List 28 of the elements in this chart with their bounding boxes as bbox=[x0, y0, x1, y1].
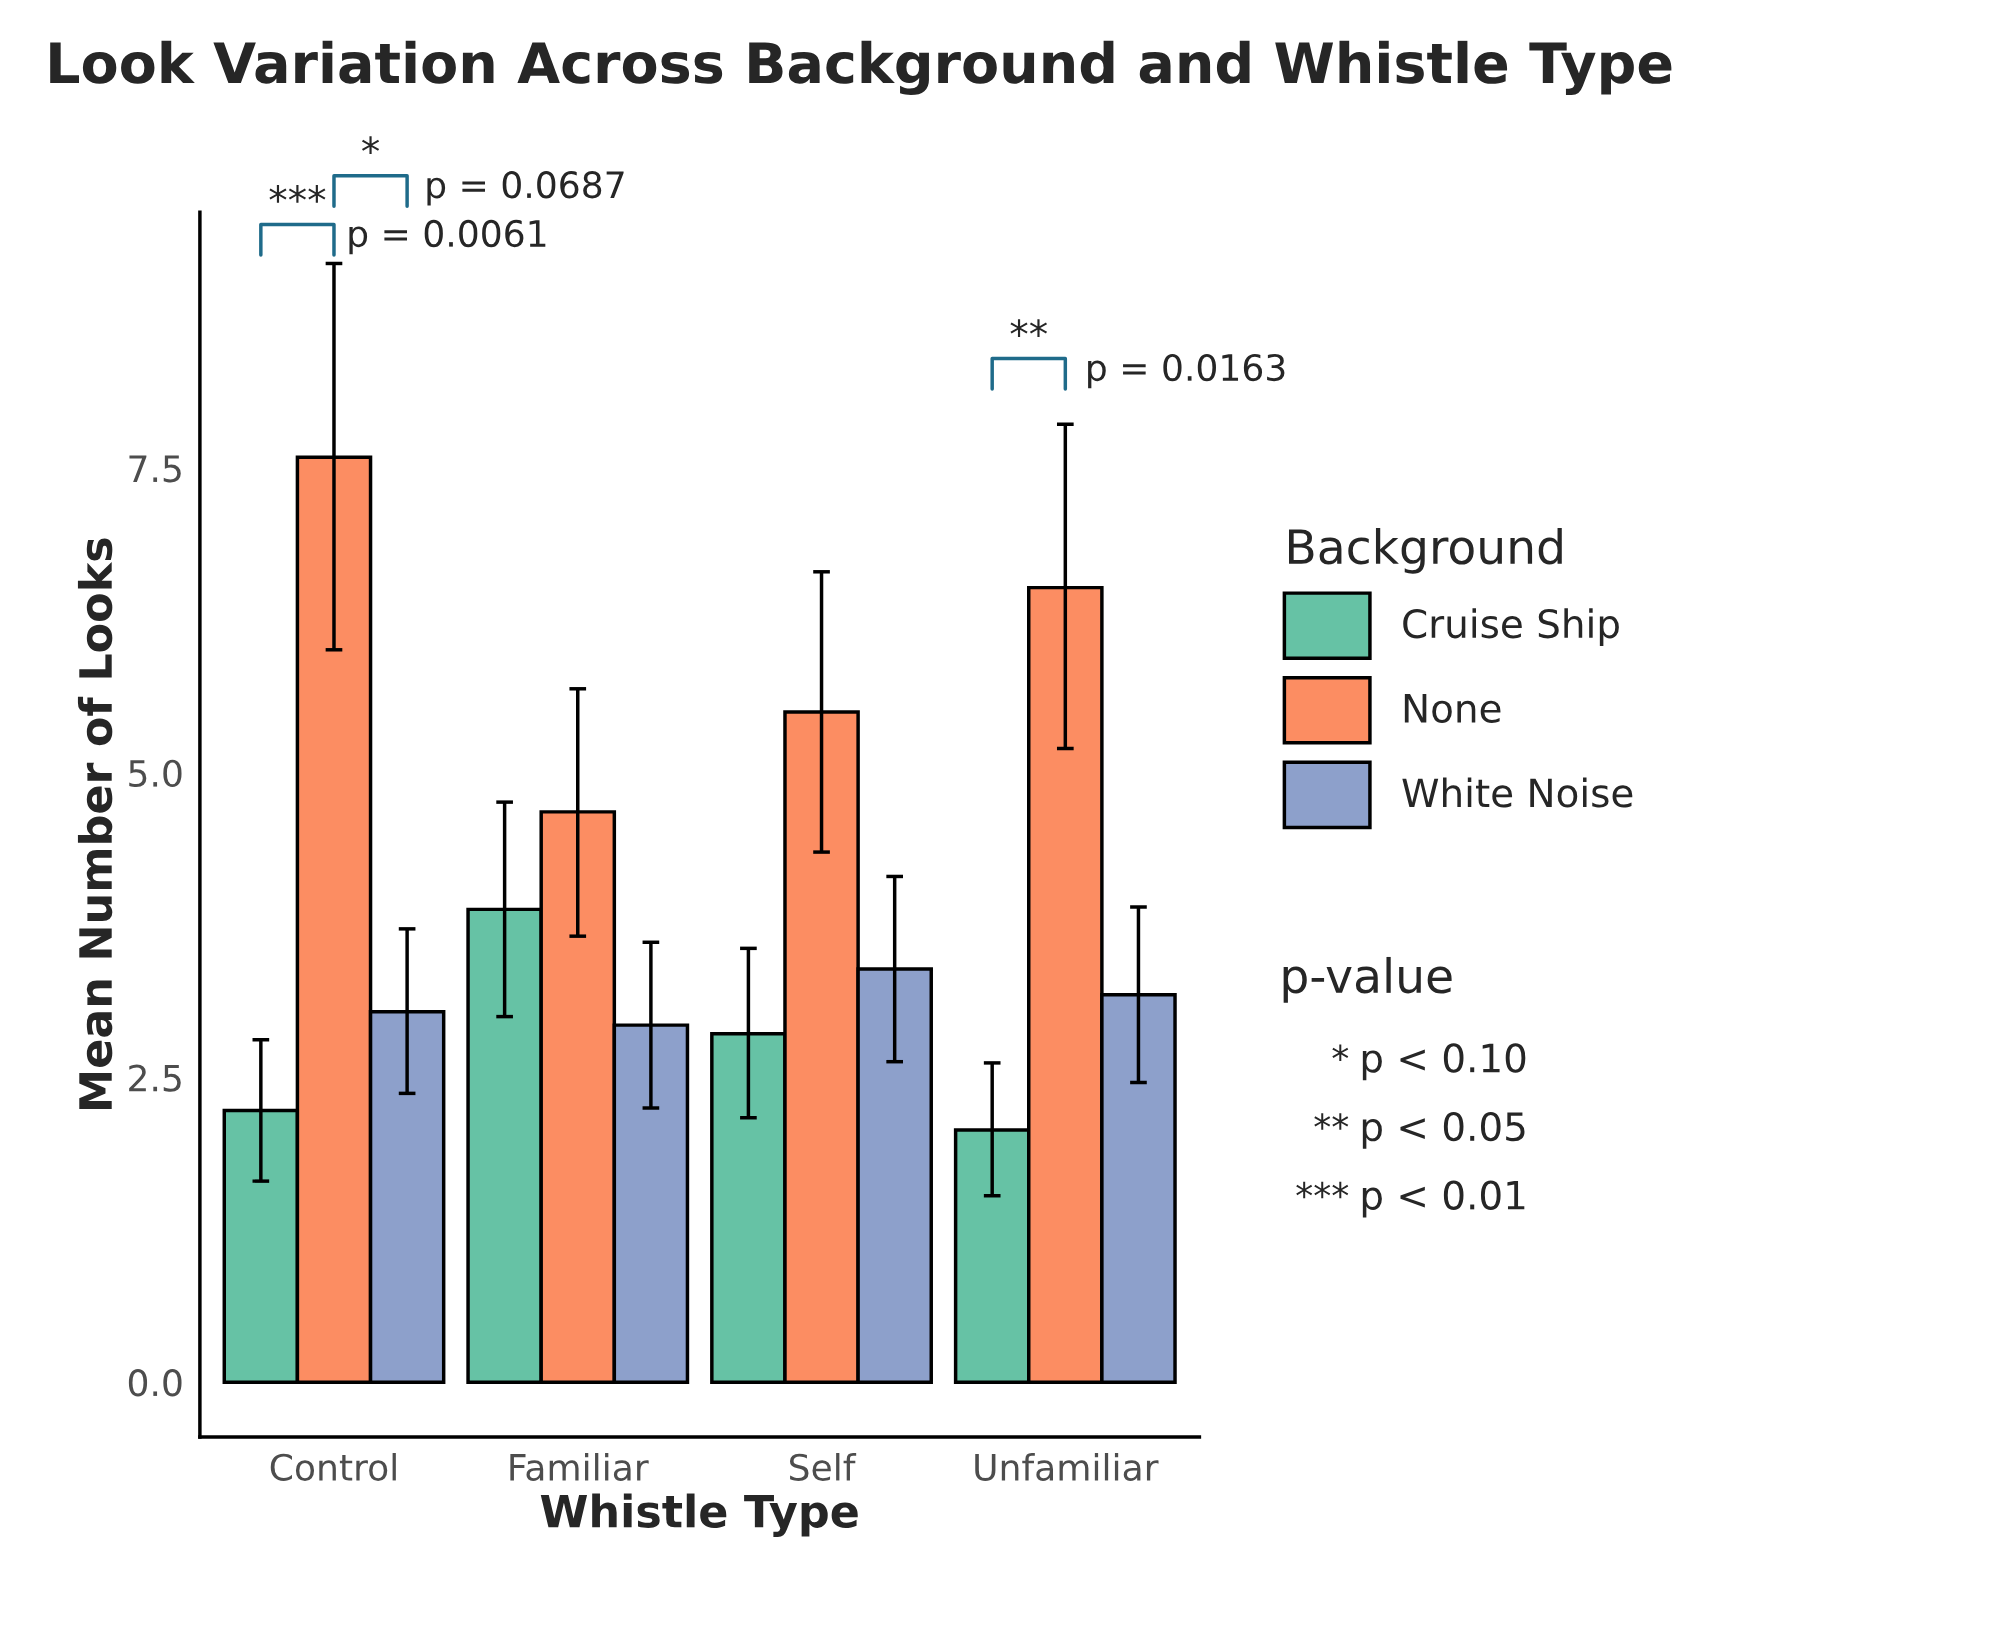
y-axis-title: Mean Number of Looks bbox=[77, 538, 113, 1109]
text: p < 0.05 bbox=[1362, 1111, 1525, 1149]
legend-label: White Noise bbox=[1402, 777, 1633, 808]
x-tick-label: Familiar bbox=[510, 1453, 649, 1481]
y-tick-label: 5.0 bbox=[129, 759, 182, 788]
y-tick-label: 7.5 bbox=[129, 455, 181, 483]
x-axis-title: Whistle Type bbox=[540, 1493, 858, 1537]
annotation: p = 0.0163 bbox=[1088, 353, 1285, 389]
annotation: ** bbox=[1010, 319, 1048, 337]
text: *** bbox=[269, 185, 326, 203]
x-tick-label: Control bbox=[270, 1453, 396, 1481]
text: p-value bbox=[1283, 956, 1452, 1003]
text: * bbox=[361, 136, 380, 155]
text: *** bbox=[1296, 1181, 1349, 1199]
legend-label: None bbox=[1404, 694, 1501, 723]
annotation: p = 0.0061 bbox=[349, 219, 546, 255]
x-tick-label: Self bbox=[789, 1453, 857, 1481]
chart-title: Look Variation Across Background and Whistle Type bbox=[50, 40, 1672, 96]
text: ** bbox=[1314, 1113, 1349, 1130]
text: p < 0.10 bbox=[1362, 1043, 1526, 1081]
text: * bbox=[1332, 1044, 1349, 1062]
x-tick-label: Unfamiliar bbox=[975, 1453, 1159, 1481]
legend-label: Cruise Ship bbox=[1403, 608, 1619, 646]
text: p = 0.0687 bbox=[427, 171, 624, 206]
legend-title: Background bbox=[1289, 527, 1562, 574]
y-tick-label: 2.5 bbox=[129, 1064, 181, 1092]
text: p < 0.01 bbox=[1362, 1180, 1525, 1218]
y-tick-label: 0.0 bbox=[128, 1369, 182, 1397]
